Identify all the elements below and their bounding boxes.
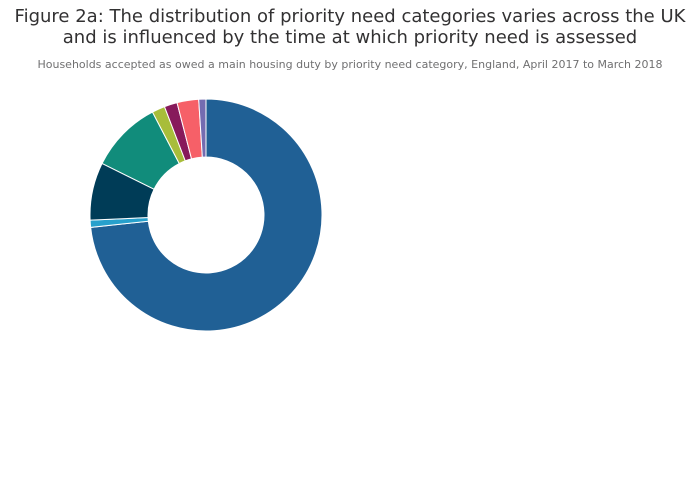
donut-slice-8[interactable] bbox=[198, 98, 207, 158]
chart-title-line-2: and is influenced by the time at which p… bbox=[62, 27, 638, 48]
chart-title: Figure 2a: The distribution of priority … bbox=[0, 6, 700, 48]
donut-slices bbox=[89, 98, 323, 332]
chart-title-line-1: Figure 2a: The distribution of priority … bbox=[14, 6, 686, 27]
donut-slice-1[interactable] bbox=[90, 98, 323, 332]
chart-subtitle: Households accepted as owed a main housi… bbox=[37, 58, 663, 71]
